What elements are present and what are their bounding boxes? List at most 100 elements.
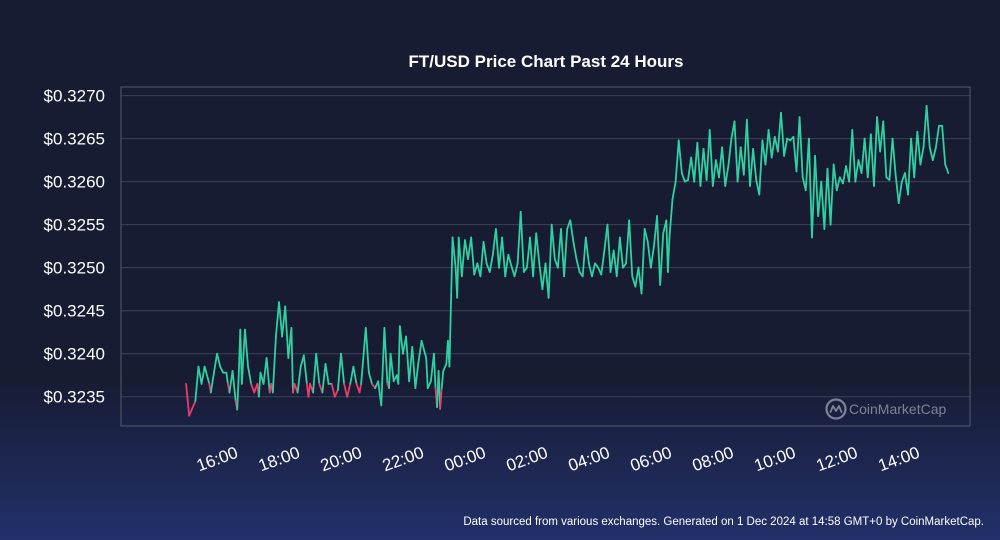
series-segment [699, 148, 705, 187]
series-segment [236, 374, 240, 411]
series-segment [457, 236, 463, 278]
series-segment [656, 215, 662, 286]
series-segment [460, 239, 466, 278]
series-segment [529, 236, 535, 278]
series-segment [364, 327, 370, 374]
series-segment [439, 387, 443, 410]
series-segment [330, 382, 336, 398]
y-tick-label: $0.3235 [44, 388, 105, 407]
series-segment [727, 137, 733, 168]
series-segment [711, 159, 717, 187]
series-segment [321, 363, 327, 394]
series-segment [742, 118, 748, 176]
x-tick-label: 20:00 [318, 443, 364, 475]
series-segment [820, 180, 826, 230]
series-segment [894, 173, 900, 205]
series-segment [538, 262, 544, 291]
x-tick-label: 02:00 [504, 443, 550, 475]
series-segment [708, 129, 714, 187]
series-segment [271, 335, 277, 394]
grid [121, 95, 970, 398]
series-segment [888, 137, 894, 181]
series-segment [746, 118, 751, 187]
x-tick-label: 06:00 [628, 443, 674, 475]
series-segment [677, 139, 683, 174]
coinmarketcap-logo-icon [825, 398, 847, 420]
series-segment [721, 146, 727, 187]
series-segment [333, 388, 339, 398]
series-segment [349, 365, 355, 385]
series-segment [615, 236, 621, 278]
series-segment [925, 105, 931, 149]
x-tick-label: 04:00 [566, 443, 612, 475]
series-segment [507, 253, 513, 267]
series-segment [876, 116, 882, 153]
series-segment [225, 371, 229, 385]
x-tick-label: 10:00 [752, 443, 798, 475]
series-segment [451, 236, 457, 269]
price-series [185, 105, 950, 417]
series-segment [780, 111, 785, 157]
watermark-text: CoinMarketCap [849, 401, 946, 417]
series-segment [185, 382, 191, 417]
series-segment [425, 357, 429, 390]
x-tick-label: 14:00 [876, 443, 922, 475]
series-segment [389, 352, 395, 383]
y-tick-label: $0.3265 [44, 130, 105, 149]
series-segment [860, 137, 866, 174]
series-segment [776, 111, 782, 153]
series-segment [643, 228, 649, 243]
series-segment [398, 325, 404, 355]
series-segment [767, 129, 773, 159]
x-tick-label: 12:00 [814, 443, 860, 475]
series-segment [625, 219, 631, 265]
series-segment [448, 236, 454, 368]
series-segment [873, 116, 878, 187]
series-segment [913, 130, 919, 179]
series-segment [798, 116, 804, 179]
y-tick-label: $0.3260 [44, 173, 105, 192]
series-segment [519, 210, 525, 273]
series-segment [922, 105, 928, 149]
plot-frame [120, 86, 971, 427]
series-segment [848, 129, 854, 183]
series-segment [197, 365, 203, 385]
series-segment [693, 142, 699, 183]
series-segment [863, 137, 869, 179]
series-segment [411, 345, 417, 390]
series-segment [609, 249, 615, 273]
series-segment [724, 165, 730, 187]
series-segment [188, 400, 197, 417]
series-segment [358, 382, 363, 394]
x-tick-label: 00:00 [442, 443, 488, 475]
series-segment [275, 301, 280, 338]
series-segment [854, 159, 860, 183]
series-segment [560, 228, 565, 278]
x-tick-label: 16:00 [194, 443, 240, 475]
series-segment [336, 352, 342, 391]
series-segment [315, 352, 321, 385]
series-segment [941, 124, 947, 166]
series-segment [343, 382, 349, 398]
series-segment [758, 139, 764, 196]
watermark: CoinMarketCap [825, 398, 946, 420]
y-tick-label: $0.3245 [44, 302, 105, 321]
series-segment [380, 327, 386, 407]
series-segment [470, 236, 476, 276]
series-segment [307, 382, 311, 398]
series-segment [572, 240, 578, 260]
series-segment [383, 327, 389, 385]
series-segment [194, 365, 200, 402]
y-axis: $0.3235 $0.3240 $0.3245 $0.3250 $0.3255 $0.32… [44, 87, 105, 407]
y-tick-label: $0.3250 [44, 259, 105, 278]
series-segment [488, 253, 494, 273]
series-segment [200, 365, 206, 385]
series-segment [718, 146, 724, 179]
series-segment [835, 176, 841, 192]
series-segment [250, 382, 256, 394]
series-segment [464, 239, 469, 260]
series-segment [811, 154, 816, 239]
y-tick-label: $0.3240 [44, 345, 105, 364]
series-segment [440, 370, 445, 390]
